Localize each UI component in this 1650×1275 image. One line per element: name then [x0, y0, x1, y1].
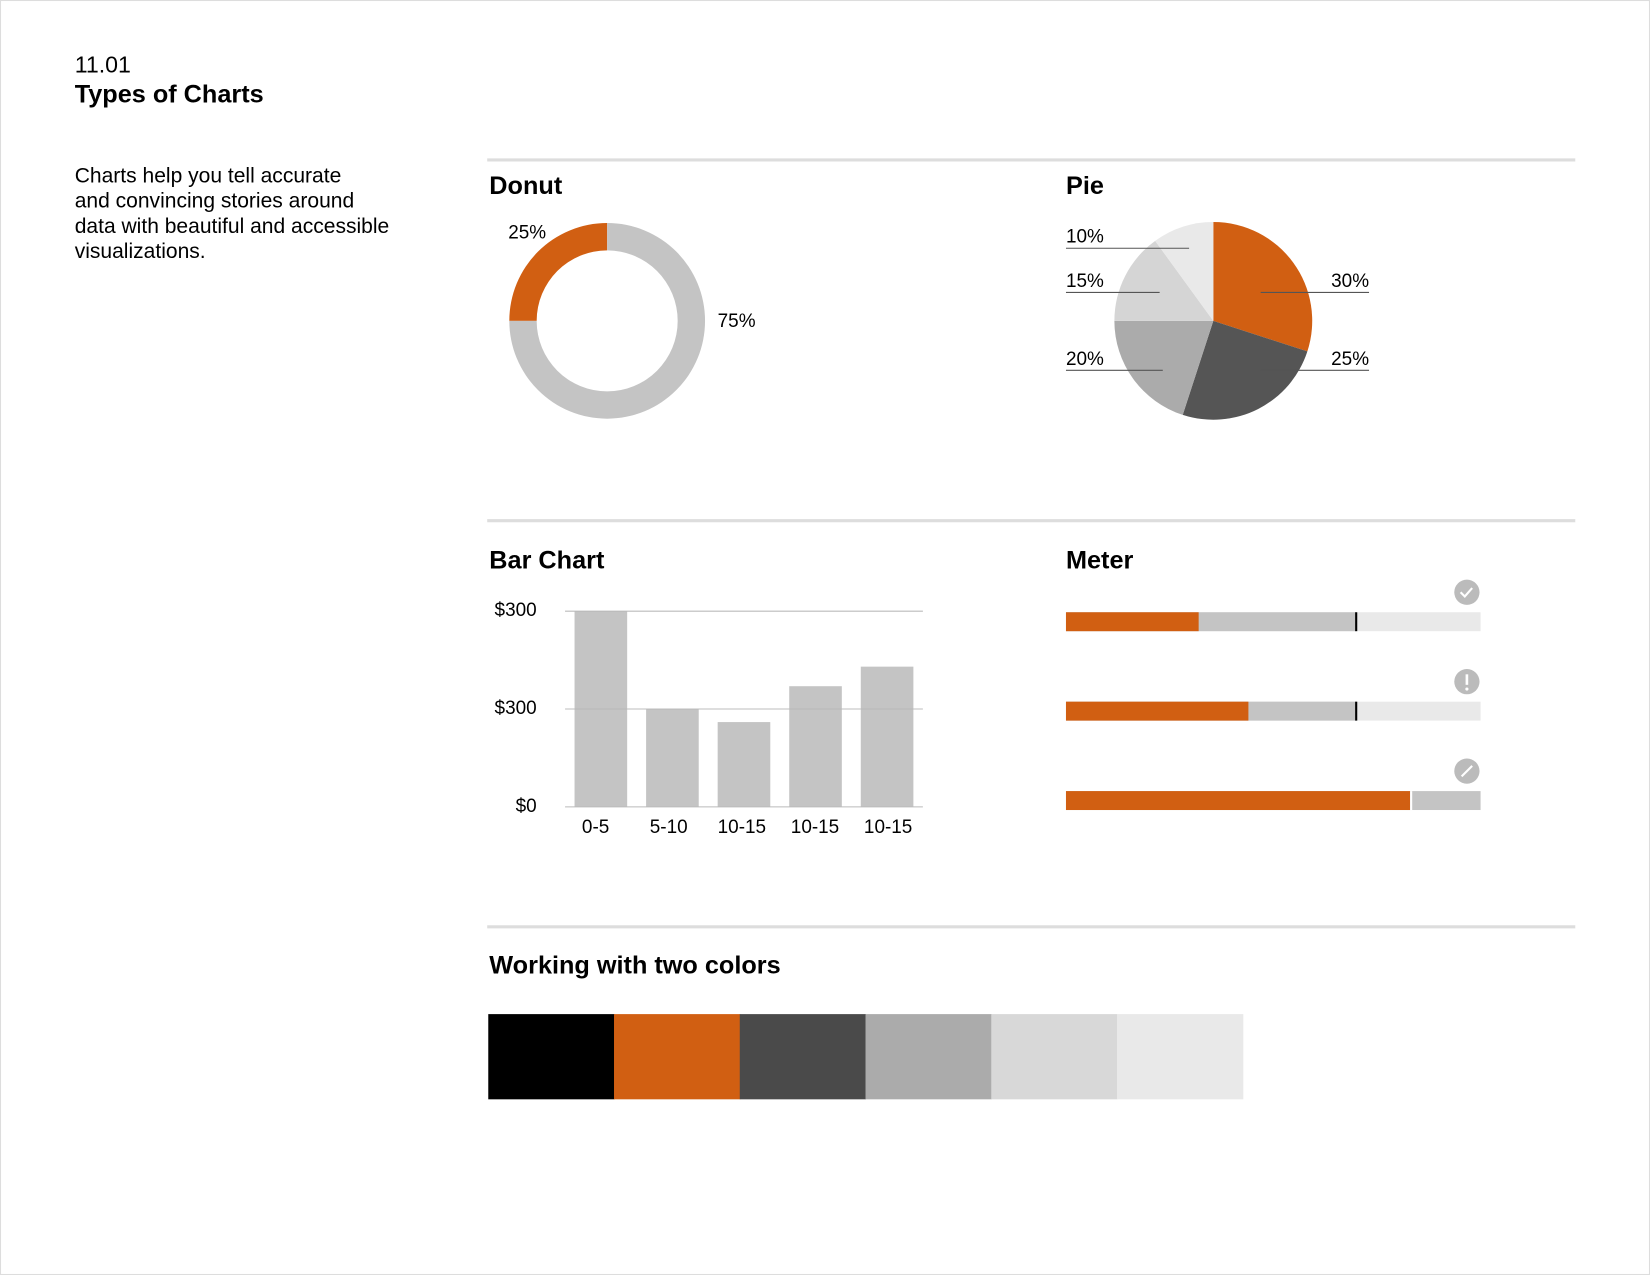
pie-slice: [1213, 221, 1313, 352]
y-tick-label: $300: [495, 600, 537, 621]
slash-glyph: [1460, 765, 1473, 778]
y-tick-label: $0: [516, 796, 537, 817]
bar: [860, 666, 914, 807]
data-label: 25%: [1331, 349, 1369, 370]
alert-glyph: [1465, 687, 1469, 691]
color-swatch: [991, 1014, 1118, 1100]
chart-title: Bar Chart: [489, 546, 605, 574]
pie-slice: [1114, 240, 1214, 321]
color-swatch: [614, 1014, 741, 1100]
data-label: 10%: [1066, 227, 1104, 248]
meter-value: [1065, 791, 1411, 811]
chart-title: Meter: [1066, 546, 1134, 574]
bar: [646, 709, 699, 807]
data-label: 75%: [718, 311, 756, 332]
x-tick-label: 10-15: [718, 817, 766, 838]
section-number: 11.01: [75, 51, 131, 77]
pie-slice: [1155, 221, 1214, 321]
bar: [789, 686, 842, 807]
y-tick-label: $300: [495, 698, 537, 719]
color-swatch: [739, 1014, 867, 1100]
data-label: 15%: [1066, 271, 1104, 292]
x-tick-label: 10-15: [791, 817, 839, 838]
pie-slice: [1182, 320, 1308, 420]
color-swatch: [1117, 1014, 1244, 1100]
color-swatch: [865, 1014, 992, 1100]
pie-slice: [1114, 320, 1214, 415]
data-label: 25%: [508, 223, 546, 244]
x-tick-label: 0-5: [582, 817, 609, 838]
x-tick-label: 10-15: [864, 817, 912, 838]
description-line: Charts help you tell accurate: [75, 164, 342, 187]
page-title: Types of Charts: [75, 80, 264, 108]
meter-value: [1065, 612, 1199, 632]
description-line: visualizations.: [75, 240, 206, 263]
check-glyph: [1459, 587, 1473, 599]
meter-icons: [1454, 579, 1480, 784]
chart-title: Pie: [1066, 172, 1104, 200]
bar: [717, 722, 771, 807]
status-icon: [1454, 579, 1480, 605]
meter-value: [1065, 701, 1249, 721]
x-tick-label: 5-10: [650, 817, 688, 838]
chart-title: Donut: [489, 172, 563, 200]
description-line: and convincing stories around: [75, 190, 354, 213]
color-swatch: [488, 1014, 615, 1100]
description-line: data with beautiful and accessible: [75, 215, 390, 238]
data-label: 30%: [1331, 271, 1369, 292]
donut-segment: [509, 223, 608, 321]
bar: [574, 611, 628, 807]
data-label: 20%: [1066, 349, 1104, 370]
palette-title: Working with two colors: [489, 951, 780, 979]
